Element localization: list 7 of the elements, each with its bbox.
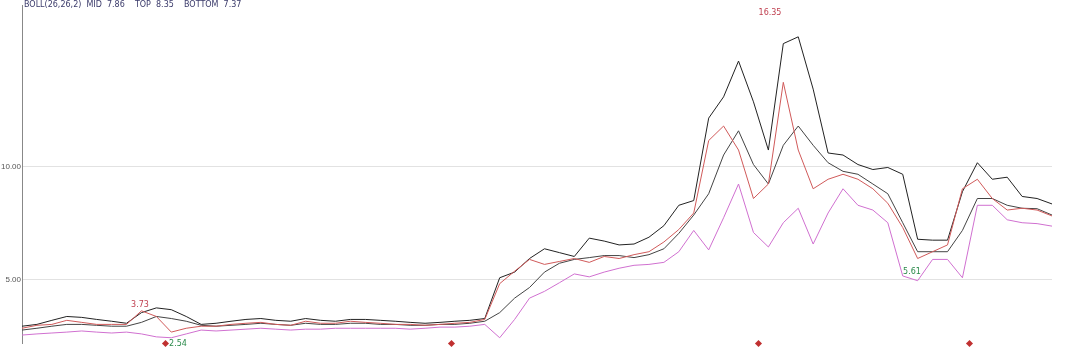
annotation: 16.35 xyxy=(758,8,782,18)
y-tick-label: 10.00 xyxy=(0,161,22,171)
annotation: 2.54 xyxy=(169,339,187,349)
chart-title: BOLL(26,26,2) MID 7.86 TOP 8.35 BOTTOM 7.37 xyxy=(24,0,242,9)
annotation: 5.61 xyxy=(903,267,921,277)
annotation: 3.73 xyxy=(131,300,149,310)
y-tick-label: 5.00 xyxy=(5,275,22,284)
